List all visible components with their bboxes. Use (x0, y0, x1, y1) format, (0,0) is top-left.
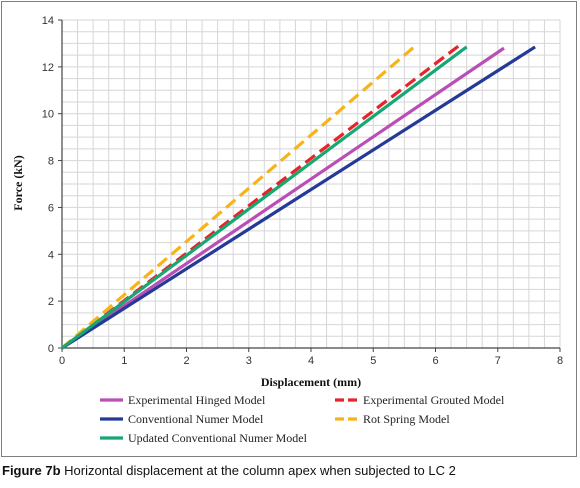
y-tick-label: 10 (42, 109, 54, 121)
legend-label: Experimental Hinged Model (128, 393, 266, 407)
legend-label: Rot Spring Model (363, 412, 450, 426)
legend: Experimental Hinged Model Experimental Gr… (100, 393, 505, 445)
x-tick-label: 4 (308, 355, 314, 367)
series-line (60, 43, 418, 350)
x-tick-labels: 0 1 2 3 4 5 6 7 8 (59, 348, 563, 367)
series-line (61, 46, 505, 350)
y-axis-title: Force (kN) (11, 155, 25, 210)
series-line (61, 45, 468, 350)
y-tick-label: 14 (42, 15, 54, 27)
x-tick-label: 8 (557, 355, 563, 367)
figure-caption-text: Horizontal displacement at the column ap… (64, 463, 456, 478)
legend-label: Conventional Numer Model (128, 412, 264, 426)
x-axis-title: Displacement (mm) (261, 375, 361, 389)
y-tick-label: 0 (48, 343, 54, 355)
y-tick-label: 12 (42, 62, 54, 74)
x-tick-label: 6 (432, 355, 438, 367)
x-tick-label: 0 (59, 355, 65, 367)
x-tick-label: 1 (121, 355, 127, 367)
figure-label: Figure 7b (2, 463, 61, 478)
legend-label: Updated Conventional Numer Model (128, 431, 308, 445)
y-tick-label: 6 (48, 202, 54, 214)
series-lines (60, 43, 536, 350)
figure-caption: Figure 7b Horizontal displacement at the… (2, 463, 456, 478)
y-tick-label: 4 (48, 249, 54, 261)
x-tick-label: 5 (370, 355, 376, 367)
x-tick-label: 2 (183, 355, 189, 367)
x-tick-label: 3 (246, 355, 252, 367)
series-line (61, 45, 536, 350)
y-tick-labels: 0 2 4 6 8 10 12 14 (42, 15, 62, 355)
x-tick-label: 7 (495, 355, 501, 367)
figure-frame (1, 1, 577, 457)
y-tick-label: 8 (48, 156, 54, 168)
legend-label: Experimental Grouted Model (363, 393, 505, 407)
y-tick-label: 2 (48, 296, 54, 308)
